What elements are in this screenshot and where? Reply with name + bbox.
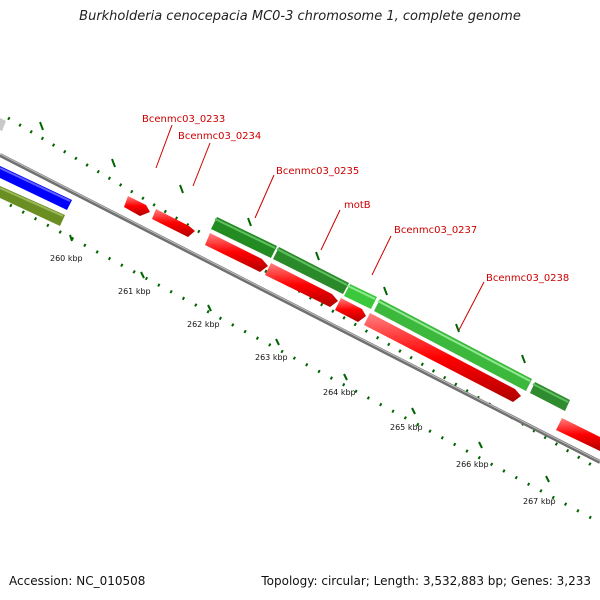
label-leader xyxy=(254,174,275,219)
outer-ruler-tick xyxy=(111,158,116,168)
gene-label: Bcenmc03_0235 xyxy=(276,166,359,177)
feature-olive-highlight xyxy=(0,187,64,217)
outer-ruler-tick xyxy=(521,354,526,364)
gene-bar xyxy=(374,299,532,391)
ruler-label: 266 kbp xyxy=(456,460,489,469)
ruler-labels: 260 kbp 261 kbp 262 kbp 263 kbp 264 kbp … xyxy=(50,254,556,506)
ruler-label: 263 kbp xyxy=(255,353,288,362)
cds-arrow xyxy=(124,196,150,216)
gene-label: Bcenmc03_0233 xyxy=(142,114,225,125)
ruler-ticks xyxy=(39,121,550,483)
label-leader xyxy=(155,124,173,169)
genome-summary: Topology: circular; Length: 3,532,883 bp… xyxy=(261,574,591,588)
gene-label: motB xyxy=(344,200,371,211)
ruler-tick xyxy=(140,271,145,279)
inner-ruler-dots xyxy=(9,203,596,522)
backbone xyxy=(0,153,600,464)
ruler-tick xyxy=(478,441,483,449)
cds-lower-row xyxy=(205,233,600,451)
cds-arrow xyxy=(205,233,268,272)
cds-upper-row xyxy=(124,196,195,237)
ruler-tick xyxy=(69,234,73,242)
ruler-label: 267 kbp xyxy=(523,497,556,506)
cds-arrow xyxy=(556,418,600,451)
gene-label: Bcenmc03_0237 xyxy=(394,225,477,236)
gene-highlight xyxy=(377,300,531,382)
ruler-label: 264 kbp xyxy=(323,388,356,397)
cds-arrow xyxy=(364,313,521,402)
ruler-tick xyxy=(411,407,416,415)
feature-gray xyxy=(0,118,6,131)
gene-bar xyxy=(344,284,377,309)
feature-blue-highlight xyxy=(0,167,71,202)
feature-olive xyxy=(0,186,65,226)
feature-blue xyxy=(0,166,72,210)
gene-bar xyxy=(211,217,277,258)
ruler-label: 260 kbp xyxy=(50,254,83,263)
genes-dark-green xyxy=(211,217,570,411)
ruler-tick xyxy=(275,338,280,346)
ruler-label: 265 kbp xyxy=(390,423,423,432)
ruler-tick xyxy=(343,373,348,381)
gene-highlight xyxy=(532,383,569,403)
cds-arrow xyxy=(335,298,366,322)
accession-label: Accession: NC_010508 xyxy=(9,574,146,588)
gene-highlight xyxy=(214,218,276,249)
backbone-line xyxy=(0,153,600,464)
outer-ruler-tick xyxy=(383,286,388,296)
outer-ruler-tick xyxy=(315,251,320,261)
gene-bar xyxy=(530,382,570,411)
ruler-label: 261 kbp xyxy=(118,287,151,296)
label-leader xyxy=(192,142,211,187)
map-title: Burkholderia cenocepacia MC0-3 chromosom… xyxy=(79,9,521,24)
backbone-highlight xyxy=(0,153,600,462)
outer-ruler-tick xyxy=(39,121,44,131)
gene-label: Bcenmc03_0238 xyxy=(486,273,569,284)
label-leader xyxy=(371,235,392,276)
outer-ruler-tick xyxy=(455,323,460,333)
genes-light-green xyxy=(344,284,532,391)
cds-arrow xyxy=(265,263,338,307)
gene-highlight xyxy=(276,248,348,286)
label-leaders xyxy=(155,124,485,331)
ruler-tick xyxy=(545,475,550,483)
gene-labels: Bcenmc03_0233 Bcenmc03_0234 Bcenmc03_023… xyxy=(142,114,569,284)
label-leader xyxy=(320,209,341,251)
ruler-label: 262 kbp xyxy=(187,320,220,329)
label-leader xyxy=(458,281,485,331)
gene-label: Bcenmc03_0234 xyxy=(178,131,261,142)
outer-ruler-tick xyxy=(179,184,184,194)
ruler-tick xyxy=(207,304,212,312)
gene-highlight xyxy=(347,285,376,300)
outer-ruler-tick xyxy=(247,217,252,227)
cds-arrow xyxy=(152,209,195,237)
gene-bar xyxy=(273,247,349,294)
inner-ruler xyxy=(9,203,596,522)
